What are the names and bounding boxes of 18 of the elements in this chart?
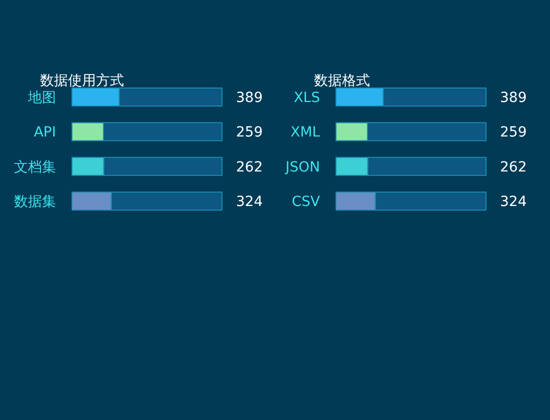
- y-tick-label: JSON: [284, 159, 320, 176]
- data-label: 259: [236, 124, 263, 141]
- data-label: 262: [236, 159, 263, 176]
- data-label: 262: [500, 159, 527, 176]
- data-label: 324: [236, 194, 263, 210]
- y-tick-label: 数据集: [14, 194, 56, 210]
- data-label: 324: [500, 194, 527, 210]
- chart-title: 数据使用方式: [40, 73, 124, 89]
- y-tick-label: API: [34, 124, 56, 141]
- y-tick-label: 文档集: [14, 159, 56, 176]
- y-tick-label: XML: [290, 124, 320, 141]
- data-label: 389: [236, 90, 263, 106]
- y-tick-label: CSV: [292, 194, 320, 210]
- data-label: 389: [500, 90, 527, 106]
- y-tick-label: 地图: [27, 90, 56, 106]
- data-label: 259: [500, 124, 527, 141]
- y-tick-label: XLS: [294, 90, 320, 106]
- chart-title: 数据格式: [314, 73, 370, 89]
